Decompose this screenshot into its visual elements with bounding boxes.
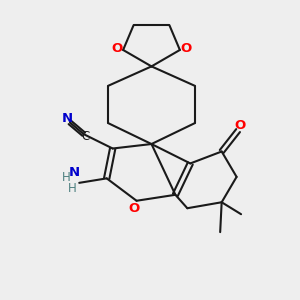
Text: N: N (69, 166, 80, 179)
Text: H: H (62, 171, 71, 184)
Text: O: O (234, 119, 245, 132)
Text: O: O (111, 42, 122, 55)
Text: O: O (128, 202, 140, 215)
Text: N: N (61, 112, 73, 125)
Text: H: H (68, 182, 76, 195)
Text: O: O (181, 42, 192, 55)
Text: C: C (82, 130, 90, 143)
